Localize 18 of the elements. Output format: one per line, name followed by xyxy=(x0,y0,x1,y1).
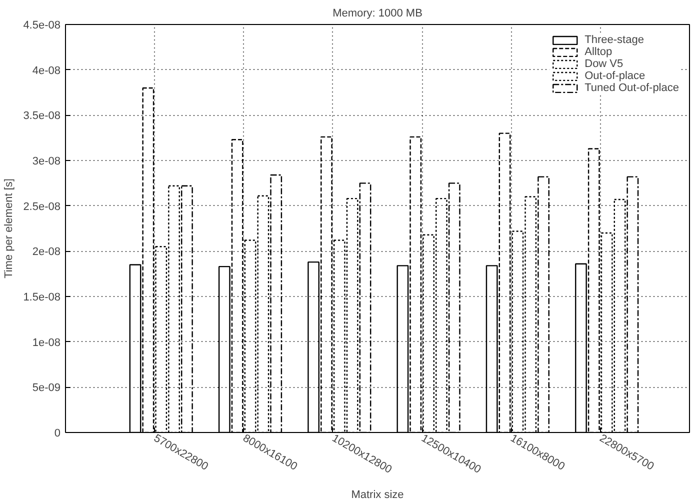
legend-label: Dow V5 xyxy=(584,58,624,70)
y-tick-label: 1e-08 xyxy=(32,336,61,349)
y-tick-label: 4.5e-08 xyxy=(23,20,61,32)
legend-label: Tuned Out-of-place xyxy=(584,82,679,94)
legend-label: Out-of-place xyxy=(584,70,646,82)
chart-title: Memory: 1000 MB xyxy=(332,8,422,20)
legend-label: Alltop xyxy=(584,46,612,58)
y-axis-title: Time per element [s] xyxy=(3,178,16,278)
y-tick-label: 3e-08 xyxy=(32,156,61,168)
y-tick-label: 3.5e-08 xyxy=(23,110,61,122)
y-tick-label: 0 xyxy=(54,428,61,440)
y-tick-label: 2e-08 xyxy=(32,246,61,258)
legend-label: Three-stage xyxy=(584,34,644,46)
y-tick-label: 5e-09 xyxy=(32,382,61,394)
y-tick-label: 2.5e-08 xyxy=(23,200,61,213)
y-tick-label: 1.5e-08 xyxy=(23,292,61,304)
x-axis-title: Matrix size xyxy=(351,489,404,502)
y-tick-label: 4e-08 xyxy=(32,64,61,77)
